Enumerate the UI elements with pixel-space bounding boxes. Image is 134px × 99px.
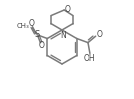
Text: O: O xyxy=(29,19,34,28)
Text: O: O xyxy=(65,5,71,14)
Text: O: O xyxy=(38,41,44,50)
Text: O: O xyxy=(97,30,103,39)
Text: S: S xyxy=(34,30,40,39)
Text: CH₃: CH₃ xyxy=(16,23,29,29)
Text: OH: OH xyxy=(84,54,96,63)
Text: N: N xyxy=(61,30,66,40)
